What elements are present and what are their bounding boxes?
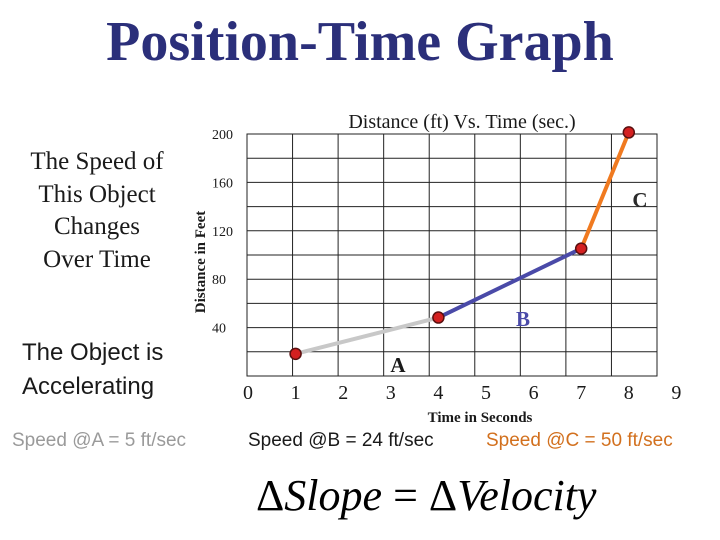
speed-b-label: Speed @B = 24 ft/sec: [248, 430, 434, 451]
segment-label-a: A: [390, 353, 406, 377]
delta-symbol: Δ: [256, 471, 285, 520]
x-tick-label: 4: [433, 382, 443, 404]
accelerating-caption: The Object is Accelerating: [22, 336, 202, 403]
formula-equals: =: [382, 471, 429, 520]
x-tick-label: 8: [624, 382, 634, 404]
y-tick-label: 160: [212, 176, 233, 191]
x-tick-label: 1: [291, 382, 301, 404]
caption-line: This Object: [38, 180, 156, 208]
x-tick-label: 2: [338, 382, 348, 404]
page-title: Position-Time Graph: [106, 11, 614, 73]
y-tick-label: 200: [212, 128, 233, 143]
formula-velocity: Velocity: [457, 471, 597, 520]
x-tick-label: 3: [386, 382, 396, 404]
chart-segments: [293, 130, 631, 356]
delta-symbol: Δ: [428, 471, 458, 520]
caption-line: Over Time: [43, 245, 151, 273]
y-axis-label: Distance in Feet: [193, 211, 209, 313]
chart-title: Distance (ft) Vs. Time (sec.): [348, 111, 575, 133]
data-point: [432, 311, 445, 324]
x-tick-label: 6: [529, 382, 539, 404]
caption-line: Changes: [53, 213, 141, 240]
segment-label-c: C: [632, 188, 647, 212]
speed-a-label: Speed @A = 5 ft/sec: [12, 430, 187, 451]
data-point: [289, 347, 302, 361]
chart-labels: Distance (ft) Vs. Time (sec.)40801201602…: [193, 111, 681, 426]
caption-line: The Object is: [22, 339, 164, 366]
segment-a: [293, 315, 441, 356]
formula-slope: Slope: [284, 471, 383, 520]
segment-label-b: B: [516, 307, 530, 331]
x-tick-label: 5: [481, 382, 491, 404]
y-tick-label: 40: [212, 322, 226, 337]
x-tick-label: 7: [576, 382, 586, 404]
y-tick-label: 120: [212, 225, 233, 240]
segment-b: [436, 246, 584, 320]
x-axis-label: Time in Seconds: [428, 410, 533, 426]
caption-line: The Speed of: [30, 148, 164, 175]
y-tick-label: 80: [212, 273, 226, 288]
data-point: [574, 242, 588, 255]
speed-c-label: Speed @C = 50 ft/sec: [486, 430, 673, 451]
x-tick-label: 9: [671, 382, 681, 404]
speed-changes-caption: The Speed of This Object Changes Over Ti…: [18, 146, 176, 276]
slope-velocity-formula: ΔSlope = ΔVelocity: [256, 470, 596, 521]
chart-points: [289, 126, 636, 361]
chart-grid: [246, 133, 658, 377]
caption-line: Accelerating: [22, 372, 155, 400]
data-point: [622, 126, 636, 139]
x-tick-label: 0: [243, 382, 253, 404]
segment-c: [579, 130, 631, 251]
